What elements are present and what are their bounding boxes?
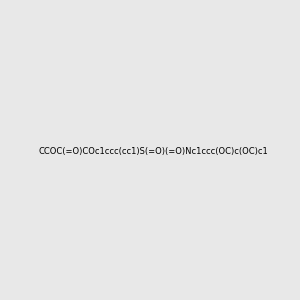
Text: CCOC(=O)COc1ccc(cc1)S(=O)(=O)Nc1ccc(OC)c(OC)c1: CCOC(=O)COc1ccc(cc1)S(=O)(=O)Nc1ccc(OC)c…	[39, 147, 268, 156]
